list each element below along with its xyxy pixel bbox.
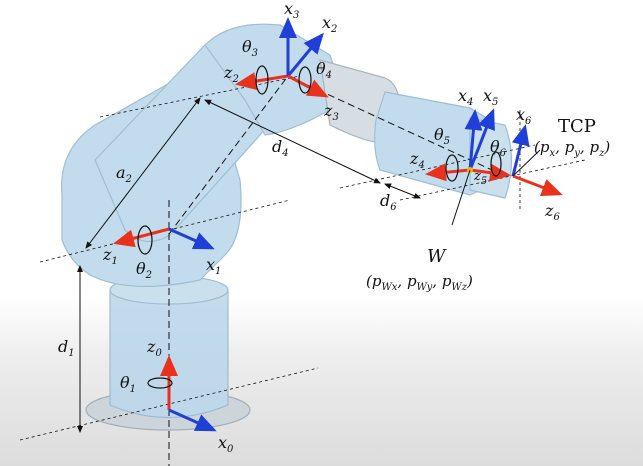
label-x2: x2 xyxy=(322,13,337,35)
label-z0: z0 xyxy=(146,337,162,359)
label-z4: z4 xyxy=(409,149,425,171)
label-z5: z5 xyxy=(473,169,487,187)
dimension-d4 xyxy=(204,99,381,184)
frame-4-5-6 xyxy=(425,108,563,226)
label-x5: x5 xyxy=(483,86,498,108)
label-x3: x3 xyxy=(284,0,299,21)
dimension-a2 xyxy=(85,97,201,249)
label-w-coords: (pWx, pWy, pWz) xyxy=(366,272,473,293)
label-tcp: TCP xyxy=(558,116,596,137)
label-theta6: θ6 xyxy=(490,137,507,159)
label-z3: z3 xyxy=(323,101,339,123)
label-x6: x6 xyxy=(516,105,532,127)
dimension-lines xyxy=(77,97,421,433)
label-theta5: θ5 xyxy=(434,125,450,147)
label-tcp-coords: (px, py, pz) xyxy=(534,138,610,159)
dimension-d6 xyxy=(384,183,421,199)
label-z1: z1 xyxy=(102,245,118,267)
label-theta4: θ4 xyxy=(316,59,332,81)
label-theta2: θ2 xyxy=(136,259,152,281)
label-x1: x1 xyxy=(206,255,221,277)
label-a2: a2 xyxy=(116,163,132,185)
label-theta3: θ3 xyxy=(242,37,258,59)
frame-1 xyxy=(113,225,215,255)
label-x0: x0 xyxy=(218,433,234,455)
frame-0 xyxy=(147,355,217,432)
label-z6: z6 xyxy=(544,201,560,223)
label-x4: x4 xyxy=(458,86,473,108)
frame-2-3 xyxy=(235,17,329,98)
label-d4: d4 xyxy=(272,137,289,159)
label-d6: d6 xyxy=(380,191,397,213)
robot-body xyxy=(61,23,513,431)
axis-labels: z0 x0 θ1 z1 x1 θ2 z2 x2 x3 z3 θ3 θ4 x4 x… xyxy=(58,0,610,455)
label-z2: z2 xyxy=(223,63,239,85)
label-w: W xyxy=(427,246,447,267)
label-d1: d1 xyxy=(58,337,75,359)
label-theta1: θ1 xyxy=(120,373,136,395)
